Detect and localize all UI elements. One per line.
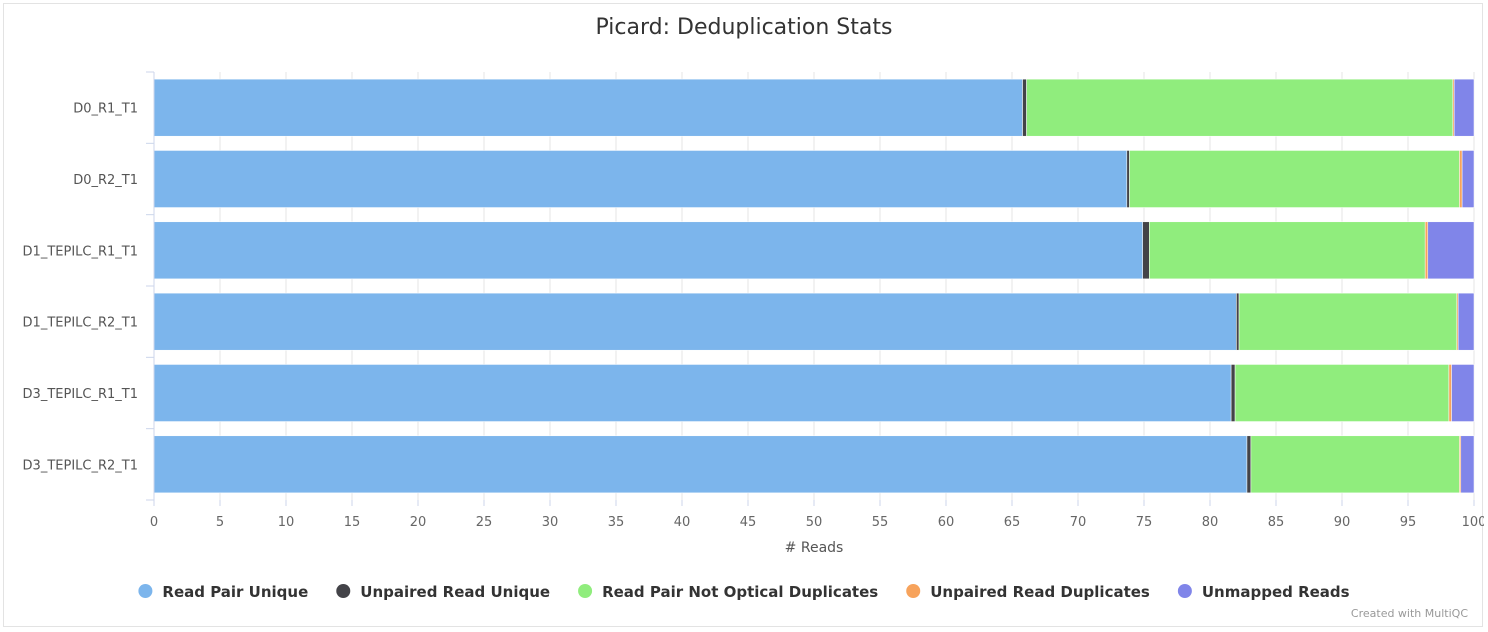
bar-segment [1234, 364, 1450, 422]
bars-group [153, 78, 1475, 494]
stacked-bar-chart: Picard: Deduplication Stats 0 5 10 15 20 25 30… [23, 15, 1484, 601]
bar-segment [1238, 292, 1458, 351]
x-tick-label: 40 [674, 515, 691, 530]
x-tick-label: 80 [1202, 515, 1219, 530]
bar-segment [1457, 292, 1475, 351]
x-tick-label: 15 [344, 515, 361, 530]
bar-segment [1461, 150, 1475, 208]
chart-title: Picard: Deduplication Stats [596, 15, 893, 40]
legend-label: Unpaired Read Unique [360, 583, 550, 601]
bar-segment [153, 150, 1128, 208]
legend-item[interactable]: Unpaired Read Duplicates [906, 583, 1150, 601]
x-tick-label: 25 [476, 515, 493, 530]
legend-marker [906, 584, 921, 598]
bar-segment [1126, 150, 1130, 208]
legend-item[interactable]: Read Pair Unique [138, 583, 308, 601]
bar-segment [1129, 150, 1460, 208]
bar-segment [1453, 78, 1475, 137]
y-tick-label: D0_R1_T1 [73, 102, 138, 117]
legend-label: Read Pair Not Optical Duplicates [602, 583, 878, 601]
y-tick-label: D1_TEPILC_R2_T1 [23, 316, 138, 331]
legend-item[interactable]: Read Pair Not Optical Duplicates [578, 583, 878, 601]
bar-segment [1448, 364, 1452, 422]
x-tick-label: 30 [542, 515, 559, 530]
legend-label: Unpaired Read Duplicates [930, 583, 1150, 601]
y-tick-label: D3_TEPILC_R1_T1 [23, 387, 138, 402]
bar-segment [153, 221, 1143, 280]
x-tick-label: 55 [872, 515, 889, 530]
credit-text[interactable]: Created with MultiQC [1350, 607, 1468, 620]
bar-segment [1026, 78, 1454, 137]
bar-segment [1460, 435, 1475, 494]
bar-segment [1142, 221, 1150, 280]
bar-segment [153, 435, 1248, 494]
x-tick-label: 75 [1136, 515, 1153, 530]
x-tick-label: 95 [1400, 515, 1417, 530]
x-tick-label: 5 [216, 515, 224, 530]
grid-lines [153, 72, 1475, 500]
bar-segment [153, 364, 1232, 422]
bar-segment [1424, 221, 1429, 280]
bar-segment [153, 78, 1023, 137]
legend-item[interactable]: Unpaired Read Unique [336, 583, 550, 601]
y-tick-label: D3_TEPILC_R2_T1 [23, 458, 138, 473]
bar-segment [1149, 221, 1426, 280]
x-tick-label: 10 [278, 515, 295, 530]
x-tick-label: 45 [740, 515, 757, 530]
legend-marker [578, 584, 593, 598]
x-tick-label: 20 [410, 515, 427, 530]
x-tick-label: 35 [608, 515, 625, 530]
x-tick-label: 50 [806, 515, 823, 530]
chart-container: Picard: Deduplication Stats 0 5 10 15 20 25 30… [3, 3, 1484, 627]
bar-segment [1451, 364, 1475, 422]
bar-segment [1427, 221, 1475, 280]
legend-label: Read Pair Unique [162, 583, 308, 601]
bar-segment [1236, 292, 1240, 351]
x-tick-label: 70 [1070, 515, 1087, 530]
legend-item[interactable]: Unmapped Reads [1177, 583, 1350, 601]
x-tick-label: 85 [1268, 515, 1285, 530]
legend-marker [1177, 584, 1192, 598]
bar-segment [1250, 435, 1460, 494]
bar-segment [1246, 435, 1252, 494]
x-tick-label: 65 [1004, 515, 1021, 530]
bar-segment [153, 292, 1237, 351]
x-tick-label: 60 [938, 515, 955, 530]
legend: Read Pair Unique Unpaired Read Unique Read… [138, 583, 1350, 601]
y-tick-label: D1_TEPILC_R1_T1 [23, 244, 138, 259]
x-tick-label: 0 [150, 515, 158, 530]
bar-segment [1459, 150, 1463, 208]
axes-group: 0 5 10 15 20 25 30 35 40 45 50 55 60 65 70 75 80 85 90 95 10… [23, 71, 1484, 530]
legend-label: Unmapped Reads [1202, 583, 1350, 601]
y-tick-label: D0_R2_T1 [73, 173, 138, 188]
legend-marker [336, 584, 351, 598]
x-tick-label: 90 [1334, 515, 1351, 530]
legend-marker [138, 584, 153, 598]
bar-segment [1022, 78, 1027, 137]
x-axis-label: # Reads [785, 540, 844, 556]
x-tick-label: 100 [1462, 515, 1484, 530]
bar-segment [1230, 364, 1236, 422]
